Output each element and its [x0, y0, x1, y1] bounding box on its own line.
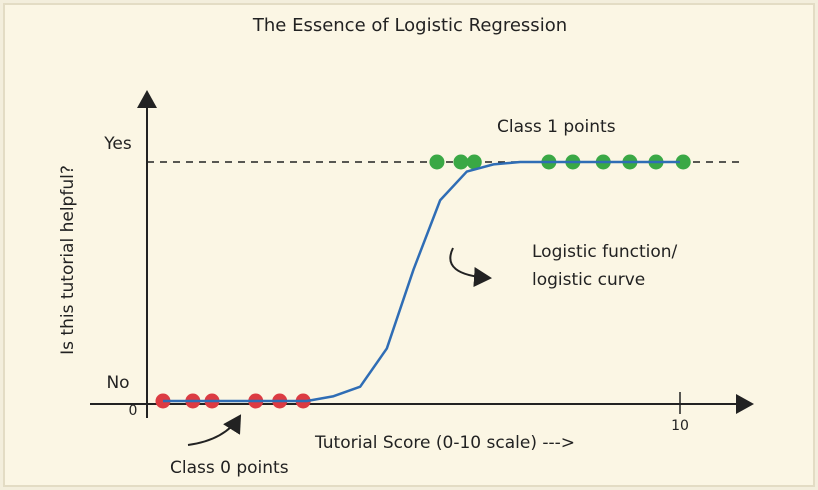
x-axis-label: Tutorial Score (0-10 scale) ---> — [314, 433, 575, 453]
series-annotation: Class 0 points — [170, 458, 289, 478]
x-tick-label: 10 — [671, 418, 689, 434]
curve-arrow — [449, 247, 492, 288]
data-point — [429, 154, 445, 170]
class0-arrow — [187, 414, 242, 446]
data-point — [466, 154, 482, 170]
background — [3, 3, 815, 487]
y-tick-label: Yes — [103, 134, 132, 154]
curve-annotation: Logistic function/ — [532, 242, 678, 262]
curve-annotation: logistic curve — [532, 270, 645, 290]
y-tick-label: No — [106, 373, 129, 393]
x-tick-label: 0 — [129, 403, 138, 419]
y-axis-label: Is this tutorial helpful? — [58, 165, 78, 355]
series-annotation: Class 1 points — [497, 117, 616, 137]
data-point — [675, 154, 691, 170]
chart-title: The Essence of Logistic Regression — [252, 15, 567, 36]
data-point — [453, 154, 469, 170]
logistic-curve — [162, 160, 680, 403]
